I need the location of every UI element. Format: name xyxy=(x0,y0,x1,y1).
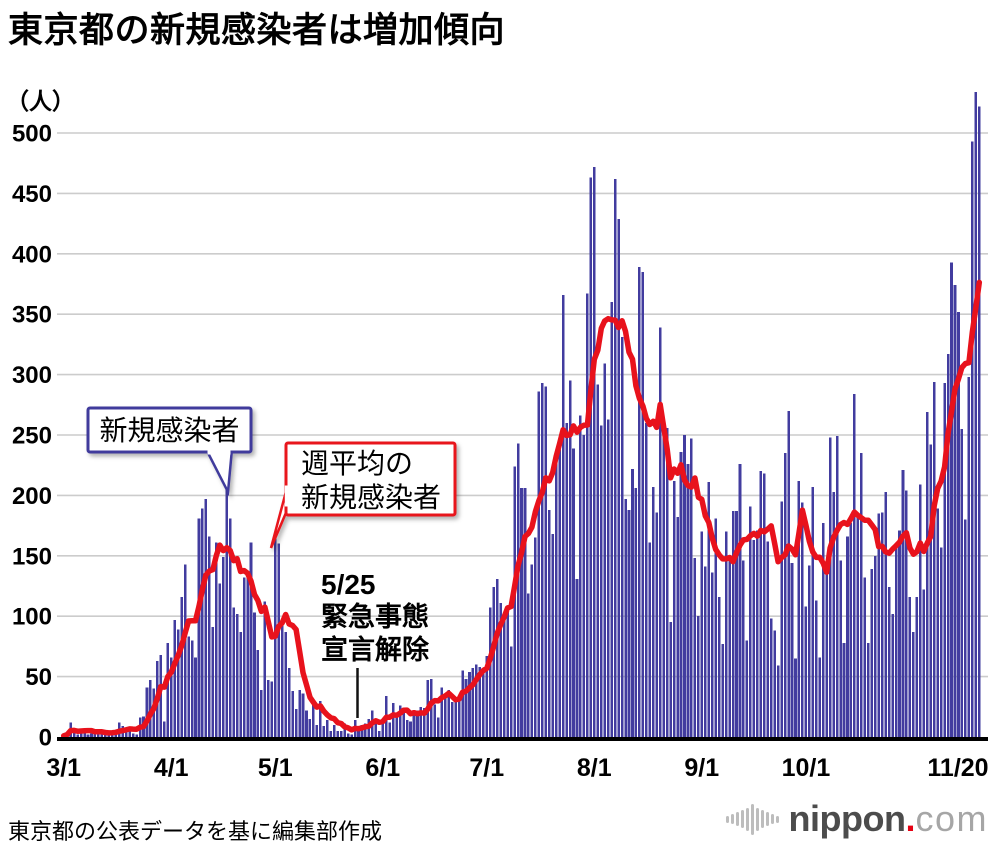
y-axis-unit-label: （人） xyxy=(6,88,75,114)
soundwave-icon xyxy=(725,801,779,837)
x-tick-label: 11/20 xyxy=(927,754,988,782)
page-title: 東京都の新規感染者は増加傾向 xyxy=(8,11,506,50)
x-tick-label: 7/1 xyxy=(469,754,504,782)
y-tick-label: 150 xyxy=(12,543,52,570)
bar-line-chart: 0 50 100 150 200 250 300 350 400 450 500 3/1 4/1 5/1 6… xyxy=(12,91,989,782)
annotation-event-text-line1: 緊急事態 xyxy=(321,602,429,632)
annotation-event-date: 5/25 xyxy=(321,569,376,600)
x-tick-label: 6/1 xyxy=(365,754,400,782)
logo-text-light: com xyxy=(915,798,988,839)
x-tick-label: 3/1 xyxy=(46,754,81,782)
y-tick-label: 100 xyxy=(12,604,52,631)
y-tick-label: 400 xyxy=(12,241,52,268)
y-tick-label: 200 xyxy=(12,483,52,510)
annotation-event-text-line2: 宣言解除 xyxy=(321,635,429,665)
chart-area: 0 50 100 150 200 250 300 350 400 450 500 3/1 4/1 5/1 6… xyxy=(0,80,1000,800)
x-tick-label: 9/1 xyxy=(684,754,719,782)
x-tick-label: 8/1 xyxy=(577,754,612,782)
source-note: 東京都の公表データを基に編集部作成 xyxy=(8,819,383,844)
y-tick-label: 450 xyxy=(12,181,52,208)
callout-weekly-average-line1: 週平均の xyxy=(301,448,414,479)
logo-text: nippon.com xyxy=(789,801,988,837)
y-tick-label: 350 xyxy=(12,302,52,329)
callout-weekly-average-label: 週平均の 新規感染者 xyxy=(286,447,455,515)
callout-weekly-average-line2: 新規感染者 xyxy=(301,482,442,513)
logo-dot: . xyxy=(905,798,916,839)
y-tick-label: 0 xyxy=(39,725,52,752)
y-tick-label: 500 xyxy=(12,121,52,148)
nippon-logo: nippon.com xyxy=(725,801,988,837)
x-tick-label: 5/1 xyxy=(258,754,293,782)
logo-text-bold: nippon xyxy=(788,798,906,839)
callout-daily-cases-label: 新規感染者 xyxy=(99,415,240,446)
annotation-emergency-lifted: 5/25 緊急事態 宣言解除 xyxy=(321,568,429,667)
x-tick-label: 10/1 xyxy=(782,754,831,782)
y-tick-label: 250 xyxy=(12,423,52,450)
y-tick-label: 50 xyxy=(25,664,52,691)
x-tick-label: 4/1 xyxy=(154,754,189,782)
y-tick-label: 300 xyxy=(12,362,52,389)
